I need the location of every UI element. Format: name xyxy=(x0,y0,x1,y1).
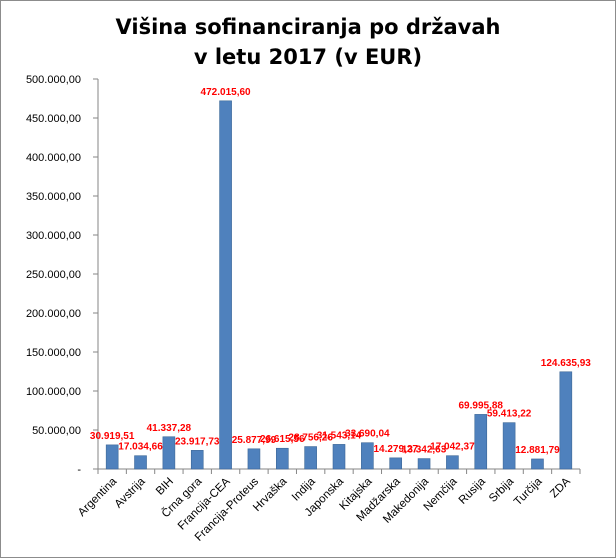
data-label: 31.543,14 xyxy=(317,430,362,441)
x-tick-label: Rusija xyxy=(457,475,489,507)
y-tick-label: 300.000,00 xyxy=(26,230,81,242)
bar xyxy=(446,455,459,470)
y-tick-label: 200.000,00 xyxy=(26,308,81,320)
bar xyxy=(559,371,573,470)
x-tick-label: Argentina xyxy=(76,475,120,519)
y-tick-label: 150.000,00 xyxy=(26,347,81,359)
bar xyxy=(332,444,346,470)
y-tick-label: 350.000,00 xyxy=(26,191,81,203)
data-label: 59.413,22 xyxy=(487,409,532,420)
bar xyxy=(105,444,119,470)
bar xyxy=(304,446,317,470)
data-label: 33.690,04 xyxy=(345,429,390,440)
x-tick-label: Turčija xyxy=(512,475,545,508)
data-label: 13.342,63 xyxy=(402,445,447,456)
bar xyxy=(531,458,544,470)
data-label: 17.034,66 xyxy=(118,442,163,453)
bar xyxy=(389,457,403,470)
x-tick-label: ZDA xyxy=(548,475,573,500)
data-label: 14.279,27 xyxy=(373,444,418,455)
chart-title: Višina sofinanciranja po državah v letu … xyxy=(0,12,616,72)
data-label: 25.877,99 xyxy=(232,435,277,446)
y-tick-label: 100.000,00 xyxy=(26,386,81,398)
y-tick-label: 400.000,00 xyxy=(26,152,81,164)
data-label: 472.015,60 xyxy=(201,87,251,98)
bar xyxy=(502,422,516,470)
axes: - 50.000,00 100.000,00 150.000,00 200.000,00… xyxy=(26,74,581,544)
chart-title-line-2: v letu 2017 (v EUR) xyxy=(193,45,423,69)
bar xyxy=(361,442,374,470)
chart-title-line-1: Višina sofinanciranja po državah xyxy=(115,15,501,39)
y-tick-label: 250.000,00 xyxy=(26,269,81,281)
data-label: 41.337,28 xyxy=(147,423,192,434)
bar xyxy=(275,447,289,470)
bar xyxy=(417,458,431,470)
x-tick-label: Avstrija xyxy=(113,475,148,510)
y-tick-label: - xyxy=(77,464,81,476)
bars xyxy=(105,100,573,470)
bar xyxy=(247,448,261,470)
data-label: 30.919,51 xyxy=(90,431,135,442)
y-tick-label: 500.000,00 xyxy=(26,74,81,86)
y-tick-label: 50.000,00 xyxy=(32,425,81,437)
bar xyxy=(162,436,176,470)
bar xyxy=(134,455,147,470)
bar xyxy=(219,100,232,470)
data-label: 23.917,73 xyxy=(175,436,220,447)
data-label: 26.615,56 xyxy=(260,434,305,445)
y-tick-label: 450.000,00 xyxy=(26,113,81,125)
data-label: 17.042,37 xyxy=(430,442,475,453)
bar xyxy=(474,414,488,470)
bar xyxy=(190,450,204,470)
data-label: 12.881,79 xyxy=(515,445,560,456)
x-tick-label: BIH xyxy=(154,476,176,498)
data-label: 124.635,93 xyxy=(541,358,591,369)
data-label: 28.756,26 xyxy=(288,433,333,444)
data-label: 69.995,88 xyxy=(459,400,504,411)
